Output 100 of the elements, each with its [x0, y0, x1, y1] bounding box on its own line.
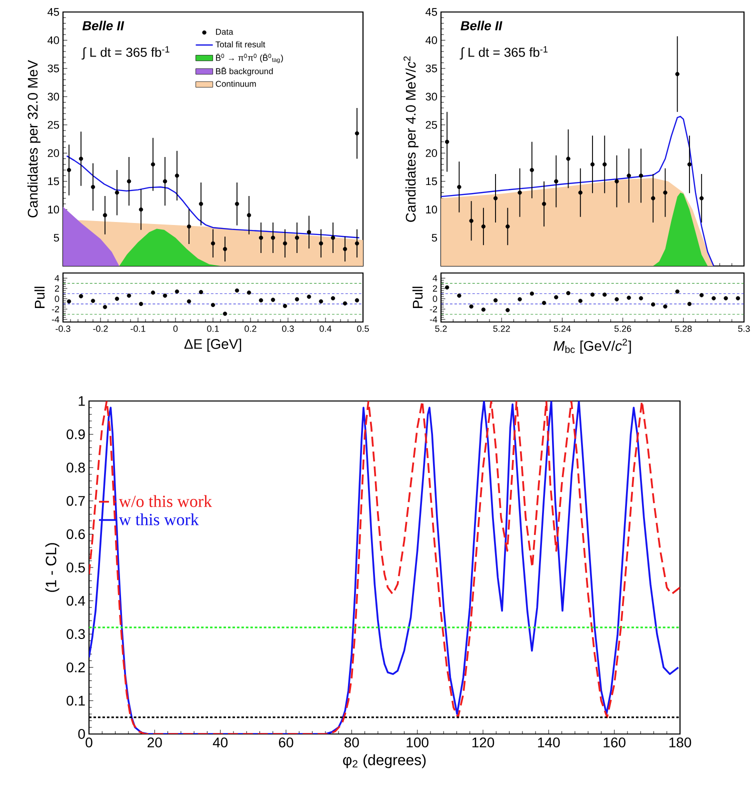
y-tick-label: 30	[48, 92, 60, 101]
y-tick-label: 0	[78, 729, 85, 739]
point	[210, 241, 216, 246]
y-tick-label: 0.7	[66, 496, 85, 506]
point	[282, 304, 288, 308]
point	[530, 168, 534, 172]
y-tick-label: 25	[426, 121, 438, 129]
x-axis-title: M$_{bc}$ [GeV/c$^{2}$]	[554, 338, 631, 354]
point	[663, 304, 668, 309]
y-tick-label: 5	[54, 234, 60, 242]
point	[506, 308, 510, 312]
point	[614, 179, 619, 184]
x-tick-label: 120	[472, 738, 494, 748]
y-tick-label: -4	[52, 316, 60, 322]
y-tick-label: 20	[426, 149, 438, 157]
point	[126, 179, 132, 184]
point	[602, 292, 607, 297]
point	[354, 298, 360, 302]
point	[330, 296, 336, 300]
x-tick-label: 0.3	[282, 326, 294, 332]
x-tick-label: 20	[148, 738, 162, 748]
y-tick-label: 30	[426, 92, 438, 101]
y-tick-label: 10	[426, 206, 438, 214]
annotation: Belle II	[460, 20, 502, 30]
x-tick-label: 140	[538, 738, 560, 748]
point	[114, 296, 120, 301]
point	[186, 299, 192, 304]
point	[481, 224, 486, 229]
y-tick-label: 0	[432, 296, 438, 302]
point	[687, 162, 692, 166]
point	[638, 296, 644, 300]
y-tick-label: 0	[54, 296, 60, 302]
point	[699, 196, 704, 200]
y-tick-label: 10	[48, 206, 60, 214]
y-axis-title: (1 - CL)	[45, 543, 60, 592]
y-tick-label: 0.2	[66, 662, 85, 672]
y-tick-label: 0.4	[66, 596, 86, 606]
point	[354, 241, 360, 246]
x-tick-label: 5.24	[554, 326, 571, 332]
point	[246, 290, 252, 295]
y-tick-label: 0.5	[66, 562, 85, 572]
y-tick-label: 35	[426, 64, 438, 72]
x-tick-label: 0.1	[207, 326, 219, 332]
point	[258, 298, 264, 302]
point	[590, 292, 595, 297]
point	[481, 308, 486, 312]
point	[614, 297, 619, 302]
x-axis-title: ΔE [GeV]	[184, 338, 242, 352]
point	[294, 297, 300, 302]
y-tick-label: 0.3	[66, 629, 85, 640]
point	[675, 72, 680, 76]
point	[457, 184, 462, 190]
point	[174, 174, 180, 178]
point	[626, 296, 631, 300]
point	[578, 190, 582, 195]
annotation: Belle II	[82, 20, 124, 30]
y-tick-label: 40	[48, 36, 60, 44]
point	[306, 230, 312, 234]
point	[198, 202, 204, 206]
x-tick-label: 40	[212, 738, 228, 748]
point	[162, 294, 168, 298]
point	[66, 168, 72, 172]
point	[457, 294, 462, 298]
point	[90, 298, 96, 303]
point	[138, 302, 144, 306]
point	[174, 289, 180, 294]
x-tick-label: 0	[173, 326, 178, 332]
point	[210, 302, 216, 308]
legend-label: Data	[216, 28, 234, 35]
y-tick-label: 2	[54, 285, 60, 292]
point	[78, 156, 84, 161]
y-tick-label: 15	[426, 178, 438, 186]
point	[126, 294, 132, 298]
point	[518, 297, 522, 302]
y-tick-label: 45	[48, 8, 60, 16]
point	[102, 304, 108, 310]
y-tick-label: 15	[48, 178, 60, 186]
point	[234, 202, 240, 206]
point	[699, 293, 704, 298]
y-tick-label: 4	[54, 275, 60, 282]
point	[626, 174, 631, 178]
line-series	[441, 116, 714, 266]
point	[638, 174, 644, 178]
legend-label: Total fit result	[216, 41, 266, 48]
point	[138, 207, 144, 212]
point	[542, 202, 546, 206]
point	[675, 289, 680, 294]
y-tick-label: 0.6	[66, 529, 85, 540]
point	[663, 190, 668, 195]
y-tick-label: 45	[426, 8, 438, 16]
point	[294, 236, 300, 240]
y-axis-title: Candidates per 32.0 MeV	[27, 60, 40, 218]
y-tick-label: -2	[430, 306, 438, 312]
x-tick-label: 0	[86, 738, 92, 748]
x-tick-label: 5.3	[738, 326, 750, 332]
y-tick-label: 40	[426, 36, 438, 44]
point	[78, 294, 84, 298]
y-tick-label: 4	[432, 275, 438, 282]
y-tick-label: 0.9	[66, 429, 85, 440]
point	[222, 312, 228, 316]
